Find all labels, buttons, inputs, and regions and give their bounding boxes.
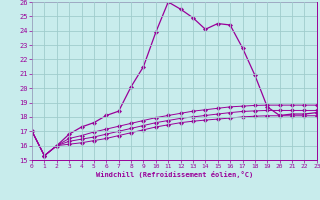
X-axis label: Windchill (Refroidissement éolien,°C): Windchill (Refroidissement éolien,°C): [96, 171, 253, 178]
